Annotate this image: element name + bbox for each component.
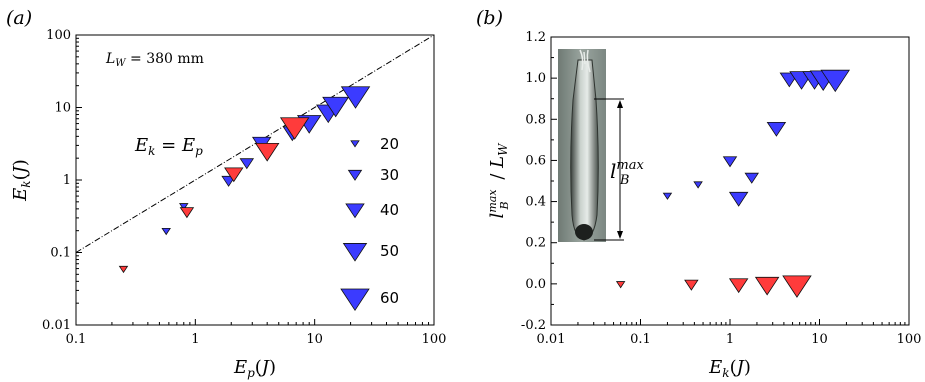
panel-b-x-ticks: 0.01 0.1 1 10 100 [537, 319, 922, 347]
x-tick-label: 1 [726, 332, 734, 347]
y-tick-label: 100 [46, 28, 71, 43]
reference-line-ek-ep [75, 34, 435, 253]
data-point [118, 265, 129, 274]
data-point [820, 69, 851, 93]
panel-a-y-label: Ek(J) [10, 159, 33, 202]
panel-b: (b) 0.01 0.1 1 10 100 -0.2 0.0 0.2 0.4 0.6 0.8 1.0… [476, 7, 921, 380]
panel-b-y-label: lmaxB / LW [486, 142, 511, 219]
data-point [728, 191, 749, 207]
data-point [254, 142, 280, 162]
size-legend: 20 30 40 50 60 [340, 135, 399, 312]
panel-b-points [615, 69, 851, 298]
data-point [224, 167, 244, 183]
inset-label: lmax B [610, 158, 644, 188]
inset-bubble-tip [575, 224, 593, 240]
x-tick-label: 0.1 [66, 332, 87, 347]
data-point [615, 281, 626, 289]
panel-b-y-ticks: -0.2 0.0 0.2 0.4 0.6 0.8 1.0 1.2 [521, 30, 557, 333]
legend-label: 50 [380, 242, 399, 260]
y-tick-label: 10 [54, 101, 71, 116]
y-tick-label: 0.2 [525, 236, 546, 251]
inset-photo: lmax B [558, 49, 644, 242]
y-tick-label: 1.0 [525, 71, 546, 86]
data-point [754, 276, 780, 296]
y-tick-label: 1.2 [525, 30, 546, 45]
data-point [322, 96, 350, 118]
y-tick-label: 0.0 [525, 277, 546, 292]
annotation-lw: LW = 380 mm [105, 51, 204, 69]
panel-a-points [118, 86, 371, 274]
y-tick-label: 0.8 [525, 112, 546, 127]
y-tick-label: 0.4 [525, 195, 546, 210]
data-point [693, 181, 703, 189]
y-tick-label: 0.01 [42, 318, 71, 333]
legend-marker [342, 243, 368, 262]
legend-marker [345, 203, 365, 219]
data-point [279, 117, 310, 140]
x-tick-label: 0.1 [630, 332, 651, 347]
y-tick-label: 1 [63, 173, 71, 188]
data-point [684, 279, 699, 291]
x-tick-label: 100 [897, 332, 922, 347]
data-point [239, 158, 255, 170]
data-point [728, 278, 749, 294]
x-tick-label: 0.01 [537, 332, 566, 347]
data-point [782, 275, 812, 298]
inset-bubble [570, 59, 599, 241]
legend-marker [347, 169, 363, 181]
y-tick-label: 0.1 [50, 246, 71, 261]
y-tick-label: 0.6 [525, 153, 546, 168]
data-point [744, 172, 759, 184]
legend-label: 40 [380, 201, 399, 219]
x-tick-label: 10 [811, 332, 828, 347]
data-point [340, 86, 371, 109]
legend-label: 30 [380, 166, 399, 184]
panel-a-y-ticks: 0.01 0.1 1 10 100 [42, 28, 82, 333]
legend-label: 20 [380, 135, 399, 153]
legend-label: 60 [380, 289, 399, 307]
panel-a-x-ticks: 0.1 1 10 100 [66, 319, 447, 347]
reference-line-label: Ek = Ep [134, 135, 203, 158]
panel-b-label: (b) [476, 7, 503, 29]
data-point [161, 227, 171, 236]
data-point [662, 192, 673, 200]
inset-neck [579, 49, 591, 73]
x-tick-label: 10 [306, 332, 323, 347]
legend-marker [350, 140, 360, 148]
panel-a-label: (a) [6, 7, 32, 29]
y-tick-label: -0.2 [521, 318, 546, 333]
data-point [179, 203, 189, 211]
data-point [766, 121, 787, 137]
x-tick-label: 100 [422, 332, 447, 347]
panel-b-x-label: Ek(J) [708, 357, 751, 380]
data-point [722, 156, 738, 168]
data-point [179, 207, 195, 219]
legend-marker [340, 288, 370, 312]
inset-arrow-head-top [617, 100, 623, 108]
x-tick-label: 1 [191, 332, 199, 347]
inset-arrow-head-bottom [617, 231, 623, 239]
panel-a-x-label: Ep(J) [233, 357, 276, 380]
